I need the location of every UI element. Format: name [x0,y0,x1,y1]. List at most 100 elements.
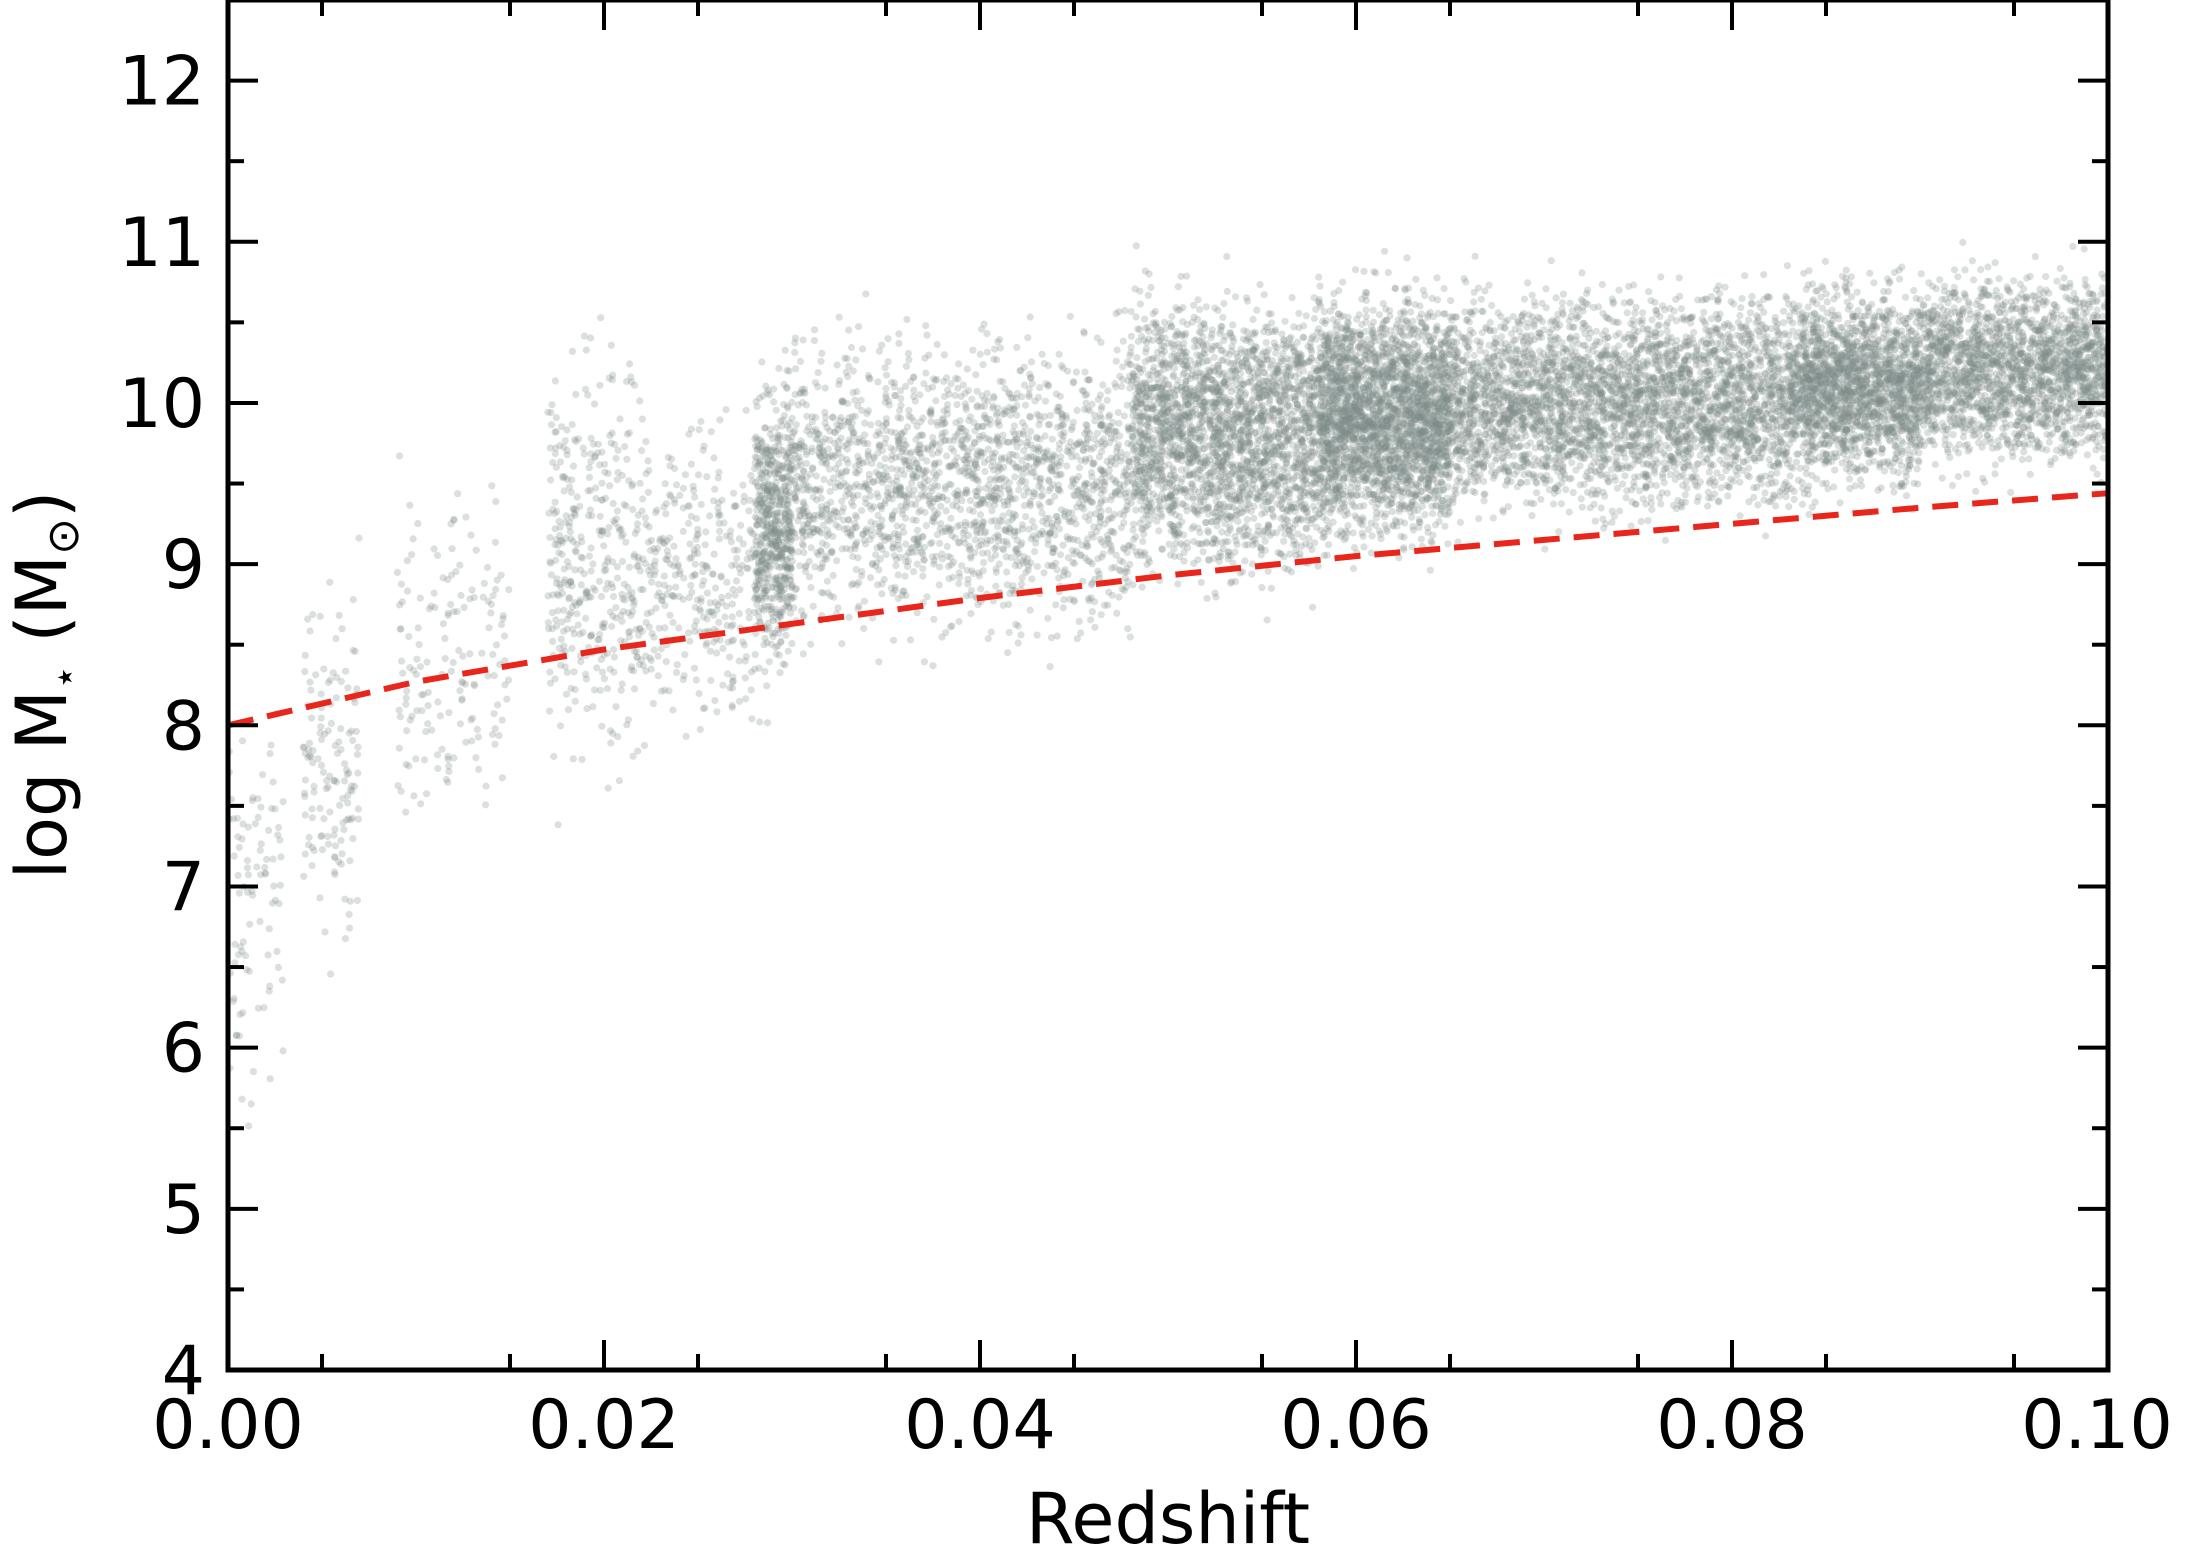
data-point [1003,568,1011,576]
data-point [1046,529,1054,537]
data-point [782,631,790,639]
data-point [703,562,711,570]
data-point [991,517,999,525]
data-point [396,713,404,721]
data-point [1114,408,1122,417]
data-point [870,453,878,461]
data-point [724,670,732,678]
data-point [768,481,776,489]
data-point [650,646,658,654]
data-point [1123,564,1131,573]
data-point [1083,540,1091,548]
data-point [854,554,862,562]
data-point [1106,514,1114,522]
data-point [775,435,783,443]
data-point [586,506,595,514]
data-point [1011,473,1019,481]
data-point [772,554,780,563]
data-point [754,482,762,490]
data-point [687,512,695,520]
data-point [610,517,618,525]
data-point [690,664,699,672]
data-point [734,546,742,554]
data-point [1002,553,1010,561]
data-point [994,338,1002,346]
data-point [931,440,939,448]
data-point [637,656,646,664]
data-point [273,947,281,956]
data-point [304,615,312,623]
data-point [700,577,708,585]
data-point [703,473,711,481]
data-point [551,450,559,458]
data-point [323,777,331,785]
data-point [699,568,707,576]
data-point [317,833,325,841]
data-point [1141,267,1149,275]
data-point [600,624,608,632]
data-point [763,639,771,647]
data-point [1024,334,1032,342]
data-point [557,635,565,643]
data-point [279,798,287,806]
data-point [551,498,559,506]
data-point [749,530,757,538]
data-point [745,614,753,622]
data-point [586,334,595,342]
data-point [773,489,781,497]
data-point [599,527,607,535]
data-point [415,641,423,649]
data-point [559,539,567,547]
data-point [1056,487,1064,495]
data-point [761,634,769,643]
data-point [743,564,751,572]
data-point [890,379,899,387]
data-point [1024,566,1032,574]
data-point [1039,517,1047,526]
data-point [1099,381,1107,389]
data-point [1013,411,1021,419]
data-point [921,354,929,362]
data-point [636,479,644,487]
data-point [641,514,650,522]
data-point [269,855,277,863]
data-point [983,418,991,426]
data-point [991,551,1000,559]
data-point [763,456,772,464]
data-point [251,820,259,828]
data-point [628,588,636,597]
data-point [1035,500,1043,508]
data-point [598,479,606,487]
data-point [331,842,340,850]
data-point [346,897,354,905]
data-point [241,952,250,960]
data-point [609,371,617,379]
data-point [866,574,875,582]
data-point [726,653,734,661]
data-point [715,512,723,520]
data-point [1048,519,1056,527]
data-point [619,531,627,539]
data-point [235,843,243,852]
data-point [556,580,564,589]
data-point [600,619,609,627]
data-point [947,525,956,534]
data-point [769,613,777,622]
data-point [472,754,480,762]
data-point [783,366,791,374]
data-point [329,669,337,677]
data-point [239,1009,247,1017]
data-point [698,581,706,590]
data-point [896,483,905,491]
data-point [1022,484,1030,492]
data-point [901,458,909,466]
data-point [274,831,282,839]
data-point [826,487,834,495]
data-point [1082,399,1090,407]
data-point [234,951,243,959]
data-point [1193,351,1201,359]
data-point [630,597,638,606]
data-point [685,593,693,602]
data-point [866,502,874,510]
data-point [244,823,252,831]
